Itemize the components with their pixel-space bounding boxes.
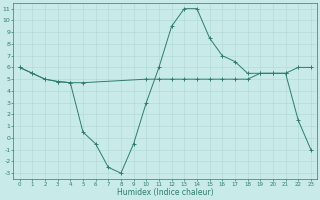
X-axis label: Humidex (Indice chaleur): Humidex (Indice chaleur) — [117, 188, 213, 197]
